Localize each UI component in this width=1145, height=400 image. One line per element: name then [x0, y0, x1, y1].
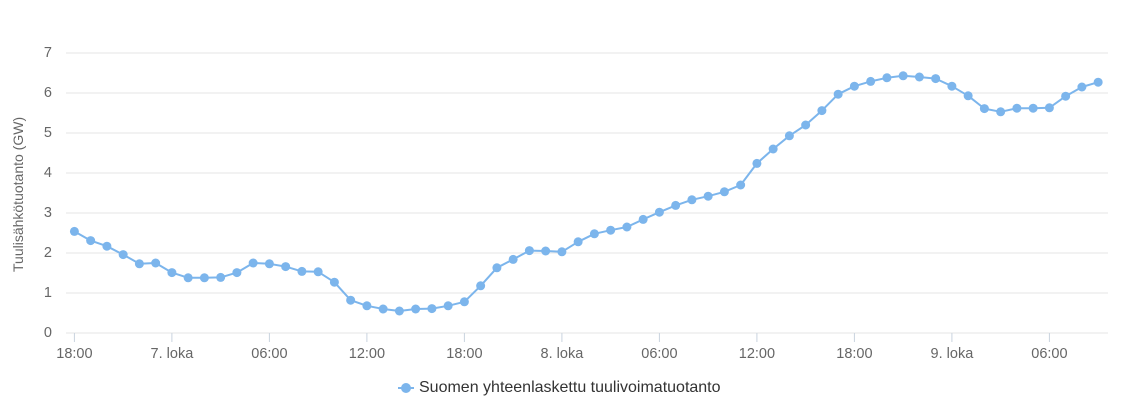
svg-text:3: 3 [44, 205, 52, 221]
svg-text:5: 5 [44, 125, 52, 141]
svg-text:4: 4 [44, 165, 52, 181]
svg-text:18:00: 18:00 [446, 346, 482, 362]
svg-text:06:00: 06:00 [641, 346, 677, 362]
svg-text:06:00: 06:00 [1031, 346, 1067, 362]
svg-text:1: 1 [44, 285, 52, 301]
svg-text:9. loka: 9. loka [931, 346, 975, 362]
svg-text:18:00: 18:00 [836, 346, 872, 362]
svg-text:06:00: 06:00 [251, 346, 287, 362]
svg-text:7. loka: 7. loka [151, 346, 195, 362]
svg-text:18:00: 18:00 [56, 346, 92, 362]
svg-text:0: 0 [44, 325, 52, 341]
svg-text:6: 6 [44, 85, 52, 101]
svg-text:8. loka: 8. loka [541, 346, 585, 362]
svg-text:12:00: 12:00 [739, 346, 775, 362]
svg-text:7: 7 [44, 45, 52, 61]
svg-text:2: 2 [44, 245, 52, 261]
svg-text:12:00: 12:00 [349, 346, 385, 362]
